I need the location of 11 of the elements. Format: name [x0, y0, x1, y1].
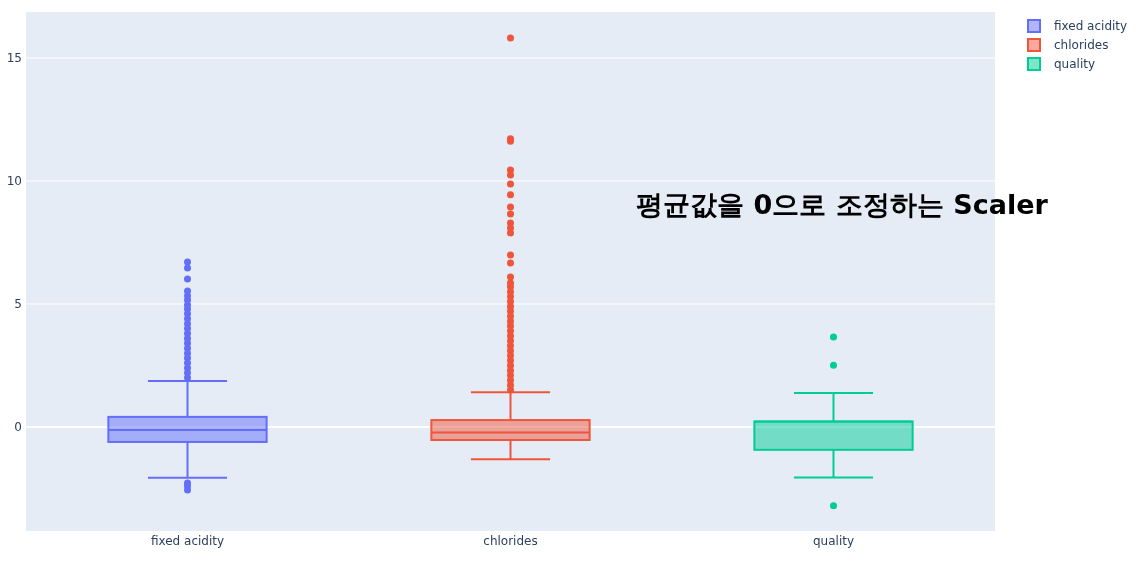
- y-tick-label: 0: [14, 419, 22, 434]
- annotation: 평균값을 0으로 조정하는 Scaler: [636, 189, 1049, 220]
- x-tick-label: fixed acidity: [150, 534, 225, 548]
- legend-label: chlorides: [1054, 38, 1109, 52]
- x-tick-label: chlorides: [483, 534, 538, 548]
- y-tick-label: 5: [14, 296, 22, 311]
- y-tick-label: 10: [6, 173, 22, 188]
- legend-label: quality: [1054, 57, 1096, 71]
- y-tick-label: 15: [6, 51, 22, 65]
- legend-label: fixed acidity: [1054, 19, 1128, 33]
- x-tick-label: quality: [812, 534, 855, 548]
